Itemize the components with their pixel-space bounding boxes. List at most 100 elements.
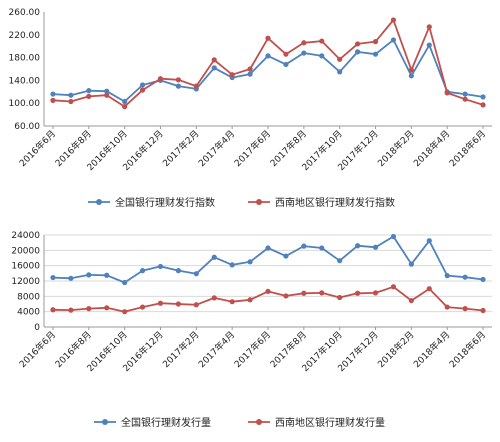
data-point [247, 259, 253, 265]
data-point [426, 24, 432, 30]
data-point [462, 306, 468, 312]
data-point [122, 309, 128, 315]
data-point [50, 91, 56, 97]
data-point [372, 244, 379, 250]
y-tick-label: 12000 [11, 277, 40, 287]
x-tick-label: 2018年6月 [447, 329, 488, 370]
data-point [337, 69, 343, 75]
data-point [337, 56, 343, 62]
data-point [426, 286, 432, 292]
data-point [86, 88, 92, 94]
series-line-0 [52, 39, 484, 103]
x-tick-label: 2018年2月 [375, 329, 416, 370]
data-point [426, 42, 432, 48]
data-point [462, 91, 468, 97]
data-point [283, 293, 289, 299]
data-point [390, 233, 397, 240]
data-point [68, 275, 74, 281]
data-point [157, 263, 164, 270]
x-tick-label: 2018年2月 [375, 128, 416, 169]
data-point [480, 102, 486, 108]
x-tick-label: 2017年2月 [160, 128, 201, 169]
data-point [68, 98, 74, 105]
data-point [104, 272, 110, 278]
data-point [444, 273, 450, 279]
data-point [283, 51, 289, 57]
y-tick-label: 24000 [11, 231, 40, 241]
data-point [157, 76, 164, 82]
y-tick-label: 16000 [11, 262, 40, 272]
data-point [390, 17, 397, 23]
data-point [319, 53, 325, 59]
data-point [480, 307, 486, 314]
data-point [247, 297, 253, 303]
data-point [372, 51, 379, 57]
data-point [50, 97, 56, 103]
data-point [175, 268, 181, 274]
x-tick-label: 2016年6月 [17, 329, 58, 370]
data-point [444, 90, 450, 96]
data-point [319, 290, 325, 296]
x-tick-label: 2017年4月 [196, 329, 237, 370]
data-point [408, 73, 414, 79]
data-point [444, 304, 450, 310]
data-point [211, 65, 217, 71]
data-point [408, 261, 414, 267]
data-point [372, 39, 379, 45]
data-point [193, 271, 199, 277]
y-tick-label: 100.00 [9, 99, 41, 109]
y-tick-label: 4000 [17, 308, 40, 318]
data-point [211, 295, 217, 301]
data-point [68, 307, 74, 313]
data-point [193, 302, 199, 308]
data-point [50, 307, 56, 313]
data-point [122, 98, 128, 105]
y-tick-label: 220.00 [9, 31, 41, 41]
data-point [301, 290, 307, 296]
data-point [355, 49, 361, 55]
data-point [139, 268, 146, 274]
data-point [229, 262, 235, 268]
legend-swatch-marker [96, 199, 102, 205]
data-point [247, 66, 253, 72]
data-point [122, 279, 128, 286]
data-point [426, 238, 432, 244]
y-tick-label: 260.00 [9, 8, 41, 18]
data-point [390, 37, 397, 43]
data-point [301, 243, 307, 249]
x-tick-label: 2017年4月 [196, 128, 237, 169]
data-point [265, 245, 271, 251]
data-point [355, 41, 361, 47]
data-point [104, 92, 110, 98]
data-point [175, 77, 181, 83]
data-point [337, 258, 343, 264]
data-point [86, 306, 92, 312]
legend-swatch-marker [256, 419, 262, 425]
data-point [193, 83, 199, 89]
data-point [301, 50, 307, 56]
data-point [50, 274, 56, 281]
data-point [175, 301, 181, 307]
data-point [68, 92, 74, 98]
x-tick-label: 2017年6月 [232, 128, 273, 169]
data-point [408, 297, 414, 304]
data-point [462, 274, 468, 280]
data-point [372, 290, 379, 296]
data-point [319, 245, 325, 251]
x-tick-label: 2016年6月 [17, 128, 58, 169]
y-tick-label: 20000 [11, 246, 40, 256]
data-point [211, 57, 217, 63]
data-point [265, 53, 271, 59]
data-point [283, 61, 289, 68]
legend-label: 全国银行理财发行量 [121, 416, 211, 429]
legend-label: 西南地区银行理财发行量 [275, 416, 385, 429]
data-point [265, 35, 271, 41]
data-point [301, 40, 307, 46]
data-point [337, 294, 343, 301]
data-point [104, 88, 110, 94]
x-tick-label: 2018年4月 [411, 128, 452, 169]
y-tick-label: 8000 [17, 292, 40, 302]
legend-label: 全国银行理财发行指数 [115, 196, 215, 209]
data-point [157, 300, 164, 306]
x-tick-label: 2017年6月 [232, 329, 273, 370]
